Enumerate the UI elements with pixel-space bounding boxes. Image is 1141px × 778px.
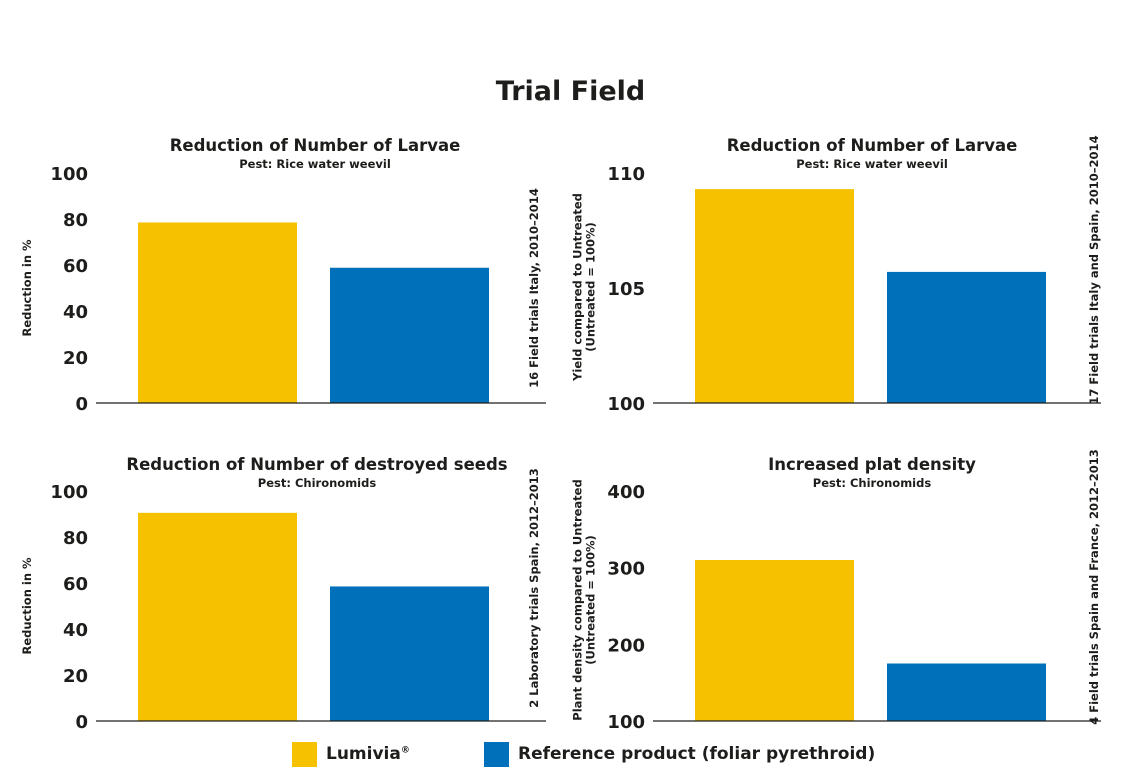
- legend-swatch-lumivia: [292, 741, 317, 767]
- y-axis-label: (Untreated = 100%): [584, 535, 598, 664]
- trial-note: 2 Laboratory trials Spain, 2012–2013: [527, 468, 541, 707]
- trial-note: 4 Field trials Spain and France, 2012–20…: [1087, 449, 1101, 725]
- y-axis-label: (Untreated = 100%): [584, 222, 598, 351]
- y-tick-label: 60: [63, 574, 88, 595]
- y-tick-label: 100: [50, 482, 88, 503]
- bar-reference: [887, 271, 1046, 403]
- page-title: Trial Field: [495, 76, 646, 107]
- bar-reference: [887, 663, 1046, 721]
- y-tick-label: 100: [50, 164, 88, 185]
- legend-swatch-reference: [484, 741, 509, 767]
- y-axis-label: Reduction in %: [20, 239, 34, 337]
- bar-lumivia: [138, 222, 297, 403]
- y-tick-label: 105: [607, 279, 645, 300]
- bar-reference: [330, 267, 489, 403]
- y-tick-label: 100: [607, 394, 645, 415]
- legend-item-reference: Reference product (foliar pyrethroid): [484, 740, 875, 768]
- y-tick-label: 40: [63, 302, 88, 323]
- trial-note: 17 Field trials Italy and Spain, 2010–20…: [1087, 135, 1101, 404]
- chart-subtitle: Pest: Chironomids: [813, 476, 932, 490]
- y-tick-label: 80: [63, 210, 88, 231]
- y-tick-label: 40: [63, 620, 88, 641]
- y-tick-label: 400: [607, 482, 645, 503]
- bar-lumivia: [138, 512, 297, 721]
- bar-lumivia: [695, 189, 854, 403]
- y-tick-label: 0: [75, 712, 88, 733]
- chart-title: Reduction of Number of Larvae: [727, 136, 1018, 155]
- legend-label-reference: Reference product (foliar pyrethroid): [518, 744, 876, 764]
- y-axis-label: Plant density compared to Untreated: [571, 479, 585, 720]
- trial-note: 16 Field trials Italy, 2010–2014: [527, 188, 541, 388]
- y-tick-label: 110: [607, 164, 645, 185]
- legend-label-lumivia: Lumivia®: [326, 744, 410, 764]
- chart-title: Increased plat density: [768, 455, 976, 474]
- bar-reference: [330, 586, 489, 721]
- y-tick-label: 60: [63, 256, 88, 277]
- y-tick-label: 200: [607, 635, 645, 656]
- chart-subtitle: Pest: Rice water weevil: [796, 157, 948, 171]
- y-tick-label: 100: [607, 712, 645, 733]
- y-tick-label: 80: [63, 528, 88, 549]
- y-tick-label: 20: [63, 348, 88, 369]
- y-axis-label: Reduction in %: [20, 557, 34, 655]
- chart-title: Reduction of Number of Larvae: [170, 136, 461, 155]
- legend-item-lumivia: Lumivia®: [292, 740, 410, 768]
- chart-subtitle: Pest: Chironomids: [258, 476, 377, 490]
- chart-subtitle: Pest: Rice water weevil: [239, 157, 391, 171]
- y-tick-label: 20: [63, 666, 88, 687]
- y-axis-label: Yield compared to Untreated: [571, 193, 585, 382]
- y-tick-label: 0: [75, 394, 88, 415]
- y-tick-label: 300: [607, 559, 645, 580]
- bar-lumivia: [695, 560, 854, 721]
- chart-title: Reduction of Number of destroyed seeds: [126, 455, 507, 474]
